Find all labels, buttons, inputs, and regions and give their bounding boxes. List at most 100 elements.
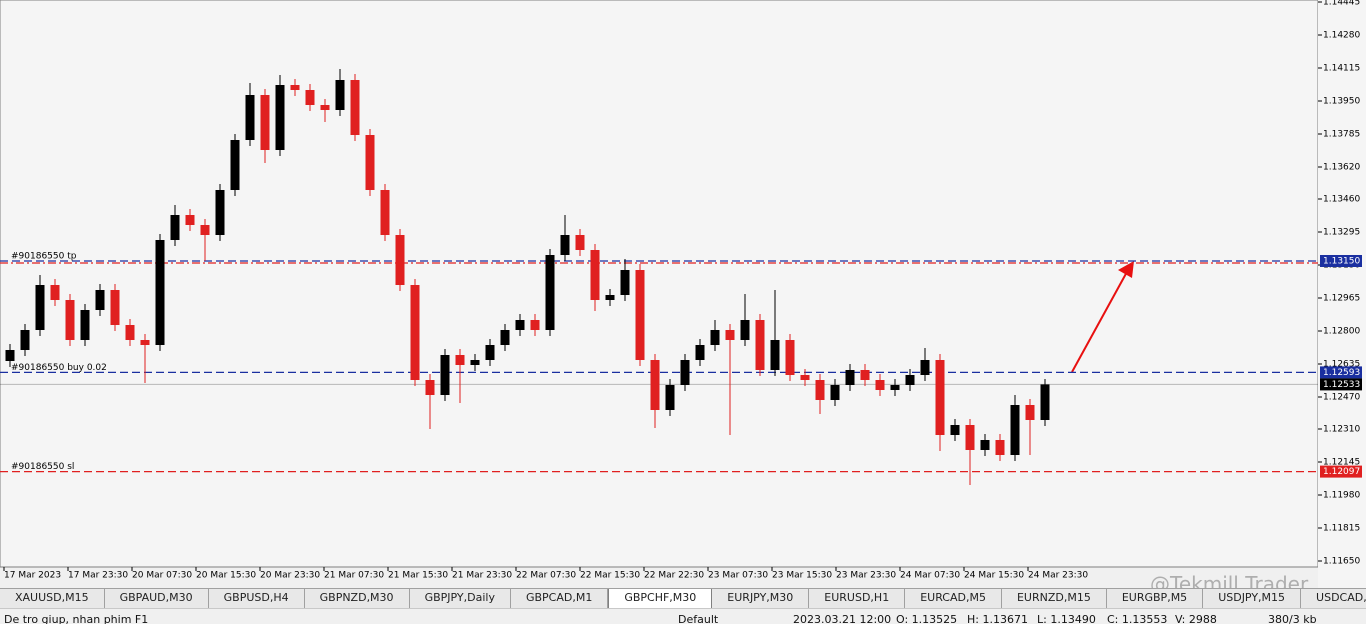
candle-body bbox=[560, 235, 570, 255]
traffic: 380/3 kb bbox=[1268, 613, 1317, 624]
candle-body bbox=[95, 290, 105, 310]
candle-body bbox=[1040, 384, 1050, 420]
candle-body bbox=[215, 190, 225, 235]
price-label: 1.13150 bbox=[1323, 257, 1360, 267]
chart-tab[interactable]: GBPNZD,M30 bbox=[305, 589, 410, 608]
candle-body bbox=[875, 380, 885, 390]
bar-time: 2023.03.21 12:00 bbox=[793, 613, 892, 624]
chart-tab[interactable]: GBPAUD,M30 bbox=[105, 589, 209, 608]
price-axis bbox=[1318, 0, 1366, 588]
chart-tab[interactable]: GBPJPY,Daily bbox=[410, 589, 511, 608]
level-label: #90186550 buy 0.02 bbox=[11, 363, 107, 373]
chart-tab[interactable]: GBPCAD,M1 bbox=[511, 589, 609, 608]
candle-body bbox=[515, 320, 525, 330]
candle-body bbox=[170, 215, 180, 240]
candle-body bbox=[65, 300, 75, 340]
y-tick-label: 1.12145 bbox=[1323, 458, 1360, 468]
x-tick-label: 24 Mar 07:30 bbox=[900, 571, 960, 581]
y-tick-label: 1.11980 bbox=[1323, 491, 1360, 501]
candle-body bbox=[320, 105, 330, 110]
candle-body bbox=[20, 330, 30, 350]
price-label-box bbox=[1320, 465, 1362, 478]
candle-body bbox=[680, 360, 690, 385]
y-tick-label: 1.14445 bbox=[1323, 0, 1360, 8]
bar-low: L: 1.13490 bbox=[1037, 613, 1096, 624]
candle-body bbox=[485, 345, 495, 360]
x-tick-label: 21 Mar 23:30 bbox=[452, 571, 512, 581]
price-label: 1.12533 bbox=[1323, 380, 1360, 390]
y-tick-label: 1.12800 bbox=[1323, 327, 1360, 337]
y-tick-label: 1.14280 bbox=[1323, 31, 1360, 41]
candle-body bbox=[965, 425, 975, 450]
candle-body bbox=[290, 85, 300, 90]
candle-body bbox=[575, 235, 585, 250]
x-tick-label: 17 Mar 2023 bbox=[4, 571, 61, 581]
candle-body bbox=[635, 270, 645, 360]
candle-body bbox=[530, 320, 540, 330]
candle-body bbox=[50, 285, 60, 300]
bar-open: O: 1.13525 bbox=[896, 613, 958, 624]
chart-tab[interactable]: GBPCHF,M30 bbox=[608, 589, 713, 608]
x-tick-label: 24 Mar 15:30 bbox=[964, 571, 1024, 581]
y-tick-label: 1.13460 bbox=[1323, 195, 1360, 205]
x-tick-label: 24 Mar 23:30 bbox=[1028, 571, 1088, 581]
arrow-shaft bbox=[1071, 269, 1129, 373]
chart-tab[interactable]: XAUUSD,M15 bbox=[0, 589, 105, 608]
candle-body bbox=[410, 285, 420, 380]
candle-body bbox=[1010, 405, 1020, 455]
candle-body bbox=[155, 240, 165, 345]
chart-tab[interactable]: GBPUSD,H4 bbox=[209, 589, 305, 608]
price-label-box bbox=[1320, 255, 1362, 267]
arrow-head bbox=[1118, 261, 1134, 278]
candle-body bbox=[710, 330, 720, 345]
candle-body bbox=[770, 340, 780, 370]
candle-body bbox=[785, 340, 795, 375]
chart-tab[interactable]: EURUSD,H1 bbox=[809, 589, 906, 608]
chart-tab[interactable]: USDJPY,M15 bbox=[1203, 589, 1302, 608]
y-tick-label: 1.12965 bbox=[1323, 294, 1360, 304]
candle-body bbox=[5, 350, 15, 361]
price-label-box bbox=[1320, 378, 1362, 391]
bar-close: C: 1.13553 bbox=[1107, 613, 1168, 624]
candle-body bbox=[245, 95, 255, 140]
candle-body bbox=[890, 385, 900, 390]
candle-body bbox=[860, 370, 870, 380]
candle-body bbox=[725, 330, 735, 340]
candle-body bbox=[260, 95, 270, 150]
x-tick-label: 22 Mar 15:30 bbox=[580, 571, 640, 581]
candle-body bbox=[740, 320, 750, 340]
chart-tab[interactable]: EURCAD,M5 bbox=[905, 589, 1002, 608]
candle-body bbox=[185, 215, 195, 225]
candle-body bbox=[1025, 405, 1035, 420]
candle-body bbox=[140, 340, 150, 345]
chart-tab[interactable]: EURGBP,M5 bbox=[1107, 589, 1204, 608]
help-text: De tro giup, nhan phim F1 bbox=[4, 613, 149, 624]
chart-tab[interactable]: EURNZD,M15 bbox=[1002, 589, 1107, 608]
x-tick-label: 23 Mar 15:30 bbox=[772, 571, 832, 581]
chart-tab[interactable]: EURJPY,M30 bbox=[712, 589, 810, 608]
y-tick-label: 1.13295 bbox=[1323, 228, 1360, 238]
candle-body bbox=[500, 330, 510, 345]
plot-area bbox=[0, 0, 1319, 568]
candle-body bbox=[440, 355, 450, 395]
candle-body bbox=[935, 360, 945, 435]
candle-body bbox=[275, 85, 285, 150]
x-tick-label: 20 Mar 23:30 bbox=[260, 571, 320, 581]
candle-body bbox=[695, 345, 705, 360]
candle-body bbox=[395, 235, 405, 285]
bar-high: H: 1.13671 bbox=[967, 613, 1028, 624]
candle-body bbox=[200, 225, 210, 235]
x-tick-label: 20 Mar 07:30 bbox=[132, 571, 192, 581]
x-tick-label: 21 Mar 07:30 bbox=[324, 571, 384, 581]
candle-body bbox=[545, 255, 555, 330]
chart-tab[interactable]: USDCAD,H4 bbox=[1301, 589, 1366, 608]
candle-body bbox=[950, 425, 960, 435]
candle-body bbox=[350, 80, 360, 135]
candle-body bbox=[305, 90, 315, 105]
price-label-box bbox=[1320, 366, 1362, 379]
candle-body bbox=[920, 360, 930, 375]
level-label: #90186550 sl bbox=[11, 462, 74, 472]
candle-body bbox=[605, 295, 615, 300]
candle-body bbox=[845, 370, 855, 385]
